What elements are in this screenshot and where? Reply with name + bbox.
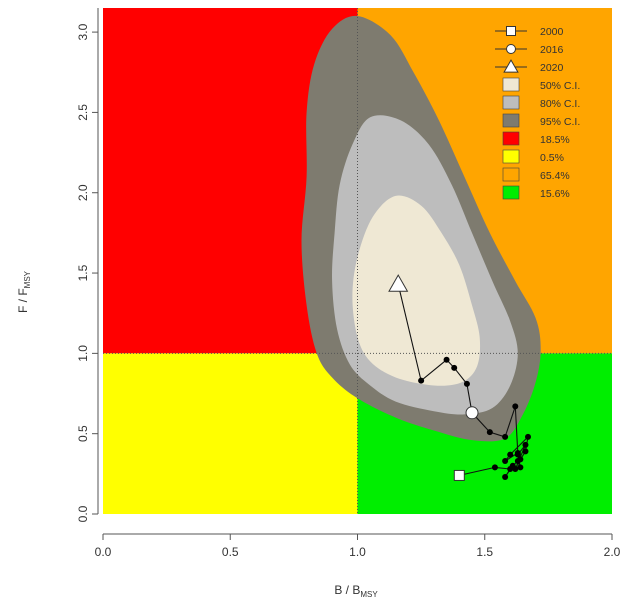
legend: 2000 2016 2020 50% C.I. 80% C.I. 95% C.I. 18.5… — [495, 26, 580, 200]
legend-label: 95% C.I. — [540, 116, 580, 128]
legend-entry: 18.5% — [502, 131, 570, 146]
x-axis-label: B / BMSY — [334, 583, 378, 599]
marker-2016 — [465, 406, 479, 420]
axes: 0.0 0.5 1.0 1.5 2.0 0.0 0.5 1.0 1.5 2.0 2.5 3.0 — [76, 8, 621, 559]
trajectory-point — [517, 464, 524, 471]
y-tick-label: 3.0 — [76, 23, 90, 40]
legend-entry: 0.5% — [502, 149, 564, 164]
y-tick-label: 1.5 — [76, 264, 90, 281]
legend-entry: 95% C.I. — [502, 113, 580, 128]
confidence-regions — [301, 15, 541, 442]
legend-swatch — [502, 95, 520, 110]
y-tick-label: 2.5 — [76, 104, 90, 121]
y-tick-label: 0.5 — [76, 425, 90, 442]
legend-entry: 65.4% — [502, 167, 570, 182]
trajectory-point — [451, 364, 458, 371]
year-markers — [388, 274, 479, 481]
trajectory-point — [517, 456, 524, 463]
y-tick-label: 2.0 — [76, 184, 90, 201]
legend-entry: 80% C.I. — [502, 95, 580, 110]
trajectory-point — [463, 380, 470, 387]
legend-label: 80% C.I. — [540, 98, 580, 110]
x-tick-label: 0.5 — [222, 545, 239, 559]
trajectory-point — [502, 433, 509, 440]
trajectory-point — [502, 474, 509, 481]
legend-swatch — [502, 113, 520, 128]
trajectory-point — [491, 464, 498, 471]
trajectory-point — [512, 466, 519, 473]
y-tick-label: 0.0 — [76, 505, 90, 522]
legend-swatch — [502, 149, 520, 164]
y-axis-label: F / FMSY — [16, 270, 32, 313]
legend-entry: 50% C.I. — [502, 77, 580, 92]
trajectory-point — [507, 451, 514, 458]
legend-label: 0.5% — [540, 152, 564, 164]
legend-label: 2016 — [540, 44, 564, 56]
trajectory-point — [525, 433, 532, 440]
x-tick-label: 1.5 — [476, 545, 493, 559]
trajectory-point — [514, 449, 521, 456]
legend-triangle-icon — [503, 59, 519, 73]
trajectory-point — [522, 448, 529, 455]
trajectory-point — [502, 457, 509, 464]
trajectory-point — [512, 403, 519, 410]
trajectory — [397, 284, 532, 481]
marker-2000 — [453, 469, 465, 481]
quadrant-overfished-not-overfishing — [103, 353, 358, 514]
legend-entry: 2000 — [495, 26, 564, 38]
y-tick-label: 1.0 — [76, 345, 90, 362]
legend-square-icon — [506, 26, 516, 36]
legend-entry: 2020 — [495, 59, 564, 74]
trajectory-point — [418, 377, 425, 384]
legend-swatch — [502, 131, 520, 146]
legend-entry: 15.6% — [502, 185, 570, 200]
legend-label: 50% C.I. — [540, 80, 580, 92]
x-tick-label: 2.0 — [604, 545, 621, 559]
marker-2020 — [388, 274, 409, 292]
legend-label: 65.4% — [540, 170, 570, 182]
trajectory-point — [522, 441, 529, 448]
legend-swatch — [502, 185, 520, 200]
trajectory-point — [486, 429, 493, 436]
legend-label: 18.5% — [540, 134, 570, 146]
x-tick-label: 1.0 — [349, 545, 366, 559]
trajectory-point — [443, 356, 450, 363]
legend-entry: 2016 — [495, 44, 564, 56]
legend-label: 2020 — [540, 62, 564, 74]
legend-label: 2000 — [540, 26, 564, 38]
legend-swatch — [502, 77, 520, 92]
x-tick-label: 0.0 — [95, 545, 112, 559]
legend-swatch — [502, 167, 520, 182]
reference-lines — [103, 8, 612, 514]
region-50-c-i — [352, 195, 481, 386]
legend-label: 15.6% — [540, 188, 570, 200]
legend-circle-icon — [506, 44, 516, 54]
